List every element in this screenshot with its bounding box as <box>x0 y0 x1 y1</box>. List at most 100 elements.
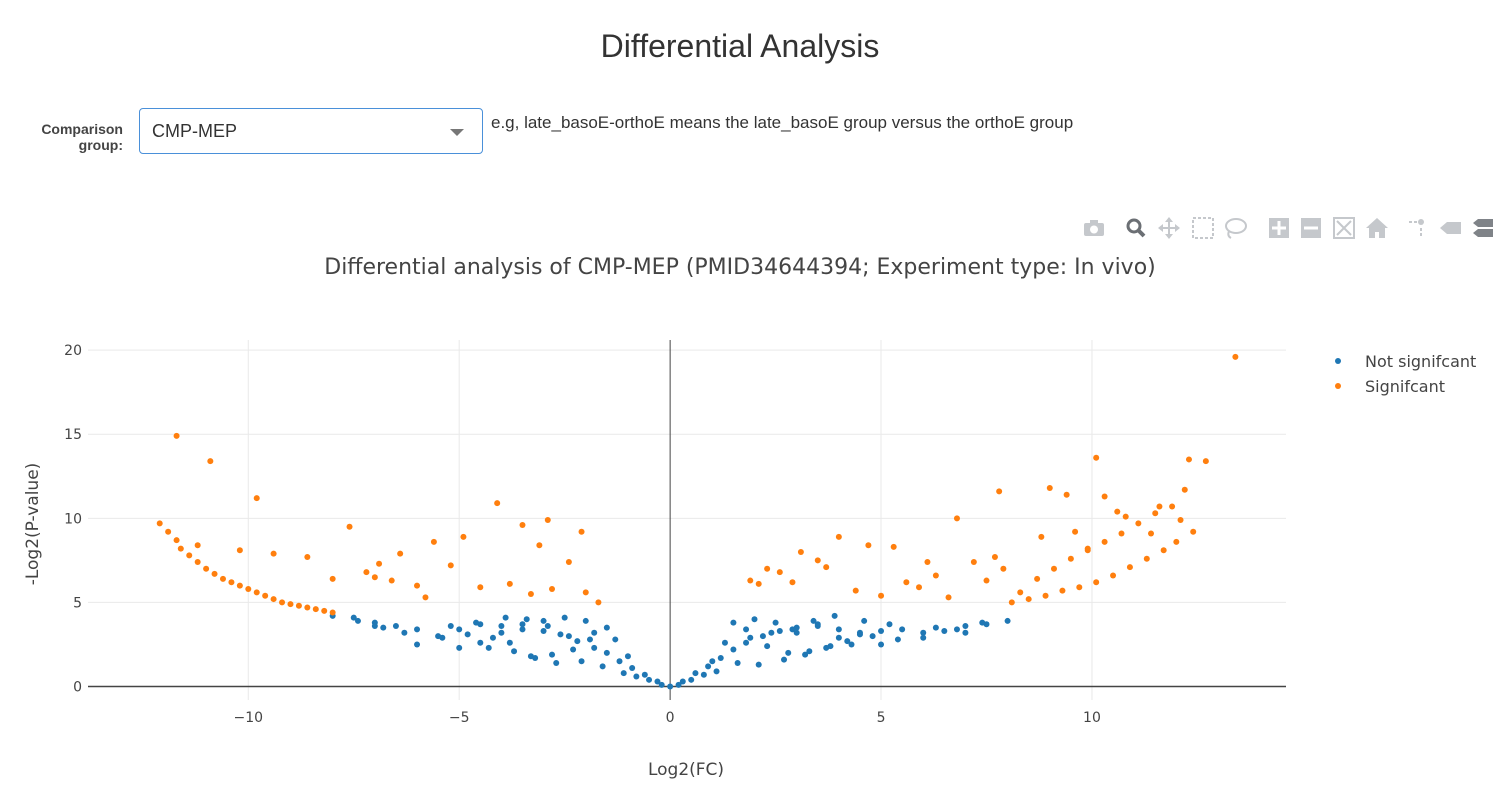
spike-lines-icon[interactable] <box>1403 215 1431 241</box>
data-point <box>401 629 408 636</box>
data-point <box>1025 596 1032 603</box>
data-point <box>527 591 534 598</box>
data-point <box>236 582 243 589</box>
data-point <box>1093 454 1100 461</box>
data-point <box>743 639 750 646</box>
data-point <box>823 564 830 571</box>
data-point <box>574 638 581 645</box>
data-point <box>439 634 446 641</box>
legend-item-not-significant[interactable]: Not signifcant <box>1335 352 1476 371</box>
data-point <box>675 681 682 688</box>
data-point <box>456 626 463 633</box>
data-point <box>1000 565 1007 572</box>
data-point <box>953 515 960 522</box>
data-point <box>228 579 235 586</box>
pan-icon[interactable] <box>1155 215 1183 241</box>
data-point <box>878 592 885 599</box>
lasso-icon[interactable] <box>1221 215 1249 241</box>
data-point <box>603 649 610 656</box>
data-point <box>561 614 568 621</box>
data-point <box>624 653 631 660</box>
data-point <box>920 629 927 636</box>
data-point <box>1190 528 1197 535</box>
data-point <box>713 668 720 675</box>
data-point <box>456 644 463 651</box>
data-point <box>1122 513 1129 520</box>
zoom-out-icon[interactable] <box>1297 215 1325 241</box>
page-title: Differential Analysis <box>600 28 880 64</box>
data-point <box>219 575 226 582</box>
data-point <box>477 584 484 591</box>
y-tick-label: 10 <box>64 511 82 527</box>
data-point <box>544 622 551 629</box>
data-point <box>1017 589 1024 596</box>
data-point <box>350 614 357 621</box>
hover-compare-icon[interactable] <box>1469 215 1497 241</box>
data-point <box>595 599 602 606</box>
data-point <box>477 639 484 646</box>
zoom-icon[interactable] <box>1122 215 1150 241</box>
data-point <box>620 670 627 677</box>
reset-axes-icon[interactable] <box>1363 215 1391 241</box>
data-point <box>376 560 383 567</box>
data-point <box>236 547 243 554</box>
data-point <box>734 659 741 666</box>
data-point <box>156 520 163 527</box>
comparison-group-label: Comparison group: <box>41 121 123 153</box>
data-point <box>1169 503 1176 510</box>
data-point <box>835 533 842 540</box>
y-tick-label: 20 <box>64 343 82 359</box>
legend-item-significant[interactable]: Signifcant <box>1335 377 1445 396</box>
data-point <box>802 651 809 658</box>
data-point <box>536 542 543 549</box>
data-point <box>1063 491 1070 498</box>
data-point <box>519 621 526 628</box>
data-point <box>899 626 906 633</box>
data-point <box>903 579 910 586</box>
hover-closest-icon[interactable] <box>1436 215 1464 241</box>
data-point <box>823 644 830 651</box>
data-point <box>970 559 977 566</box>
data-point <box>262 592 269 599</box>
chevron-down-icon[interactable] <box>450 129 464 136</box>
data-point <box>721 639 728 646</box>
data-point <box>717 654 724 661</box>
data-point <box>709 658 716 665</box>
data-point <box>502 614 509 621</box>
data-point <box>1059 587 1066 594</box>
x-tick-label: 0 <box>666 710 675 726</box>
y-axis-label: -Log2(P-value) <box>23 463 43 586</box>
comparison-group-select[interactable]: CMP-MEP <box>139 108 483 154</box>
data-point <box>540 617 547 624</box>
data-point <box>363 569 370 576</box>
data-point <box>979 619 986 626</box>
data-point <box>599 663 606 670</box>
data-point <box>603 624 610 631</box>
data-point <box>578 658 585 665</box>
zoom-in-icon[interactable] <box>1265 215 1293 241</box>
comparison-hint: e.g, late_basoE-orthoE means the late_ba… <box>491 113 1074 132</box>
data-point <box>1126 564 1133 571</box>
data-point <box>523 616 530 623</box>
autoscale-icon[interactable] <box>1330 215 1358 241</box>
data-point <box>1118 530 1125 537</box>
data-point <box>304 604 311 611</box>
volcano-plot: Differential analysis of CMP-MEP (PMID34… <box>23 255 1476 780</box>
data-point <box>211 570 218 577</box>
data-point <box>856 631 863 638</box>
box-select-icon[interactable] <box>1189 215 1217 241</box>
camera-icon[interactable] <box>1080 215 1108 241</box>
data-point <box>945 594 952 601</box>
data-point <box>494 500 501 507</box>
data-point <box>388 577 395 584</box>
data-point <box>776 628 783 635</box>
series-not-significant <box>329 612 1011 690</box>
data-point <box>646 676 653 683</box>
data-point <box>1202 458 1209 465</box>
data-point <box>519 626 526 633</box>
y-tick-label: 0 <box>73 680 82 696</box>
data-point <box>165 528 172 535</box>
data-point <box>941 628 948 635</box>
data-point <box>991 554 998 561</box>
data-point <box>553 659 560 666</box>
